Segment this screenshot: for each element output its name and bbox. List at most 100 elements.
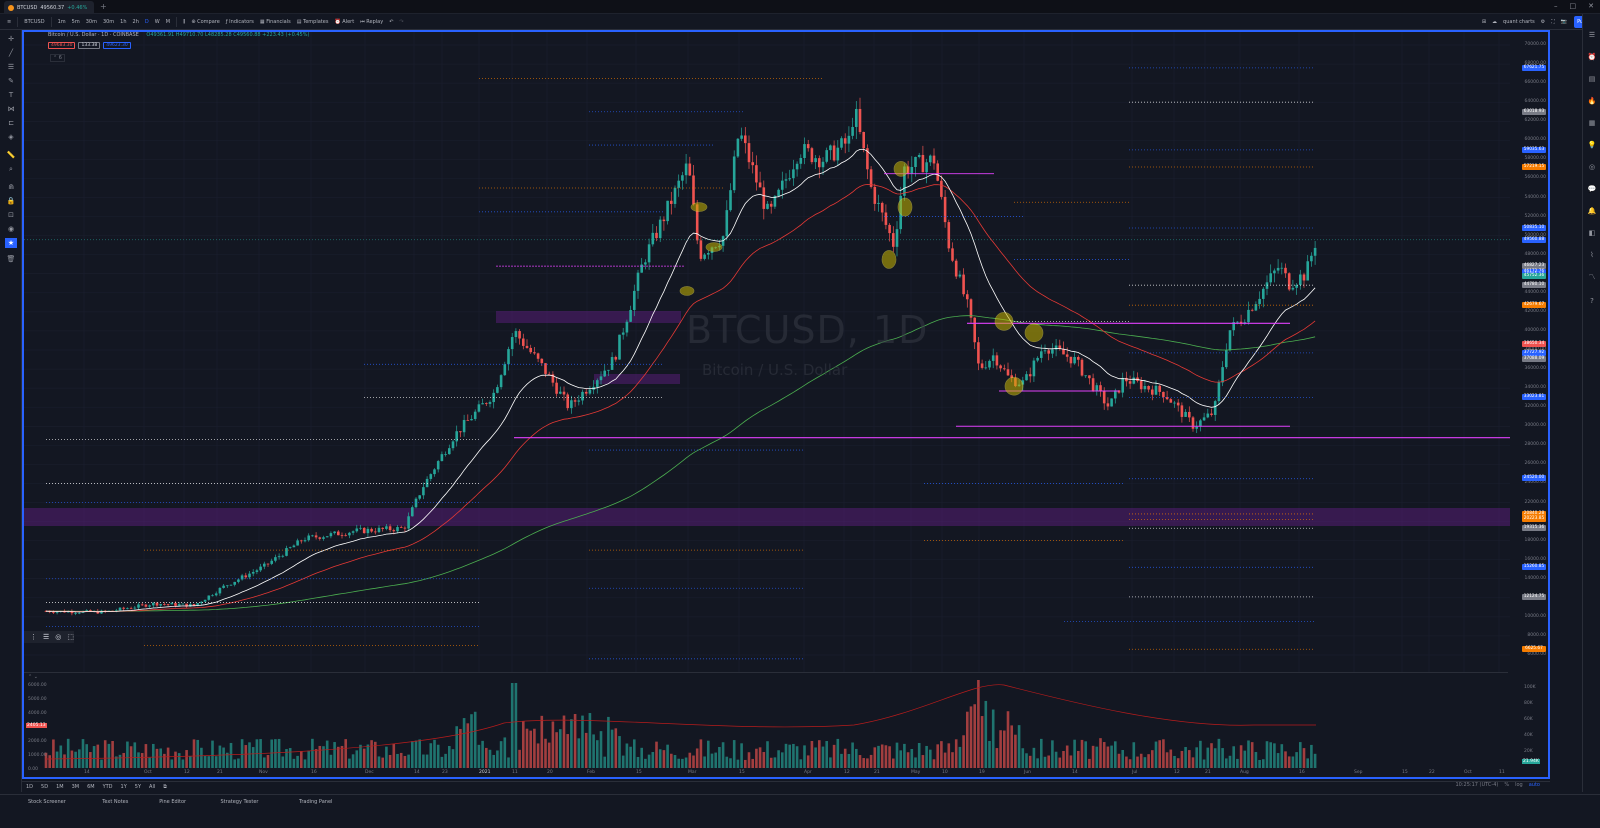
snapshot-icon[interactable]: 📷 xyxy=(1560,18,1567,25)
frame-icon[interactable]: ⬚ xyxy=(67,633,75,641)
eye-icon[interactable]: ◉ xyxy=(7,225,15,233)
replay-button[interactable]: ⏮ Replay xyxy=(360,18,384,25)
volume-ma-line xyxy=(45,684,1316,760)
minimize-icon[interactable]: – xyxy=(1554,2,1558,10)
indicators-button[interactable]: ƒ Indicators xyxy=(225,18,254,25)
log-toggle[interactable]: log xyxy=(1515,782,1523,788)
percent-toggle[interactable]: % xyxy=(1504,782,1510,788)
candle-body xyxy=(1273,270,1276,274)
notifications-icon[interactable]: 🔔 xyxy=(1587,207,1597,215)
range-YTD[interactable]: YTD xyxy=(102,784,113,790)
legend-title: Bitcoin / U.S. Dollar · 1D · COINBASE xyxy=(48,32,139,38)
range-6M[interactable]: 6M xyxy=(87,784,95,790)
chart-tab[interactable]: BTCUSD 49560.37 +0.46% xyxy=(4,1,94,14)
horizontal-lines-icon[interactable]: ☰ xyxy=(7,63,15,71)
range-All[interactable]: All xyxy=(149,784,156,790)
interval-30m[interactable]: 30m xyxy=(102,18,115,25)
alerts-icon[interactable]: ⏰ xyxy=(1587,53,1597,61)
undo-icon[interactable]: ↶ xyxy=(389,18,394,25)
order-panel-icon[interactable]: ◧ xyxy=(1588,229,1596,237)
hotlist-icon[interactable]: 🔥 xyxy=(1587,97,1597,105)
auto-toggle[interactable]: auto xyxy=(1528,782,1540,788)
time-label: Oct xyxy=(1464,770,1472,775)
candle-body xyxy=(1169,399,1173,403)
symbol-search[interactable]: BTCUSD xyxy=(24,18,45,25)
drag-handle-icon[interactable]: ⋮ xyxy=(30,633,37,641)
goto-date-icon[interactable]: ⧉ xyxy=(163,784,167,790)
interval-W[interactable]: W xyxy=(154,18,160,25)
clock-time[interactable]: 10:25:17 (UTC-4) xyxy=(1455,782,1499,788)
new-tab-plus-icon[interactable]: + xyxy=(100,2,107,11)
chart-pane[interactable] xyxy=(22,30,1550,779)
signal-icon[interactable]: 〽 xyxy=(1588,273,1596,281)
range-1M[interactable]: 1M xyxy=(56,784,64,790)
volume-bar xyxy=(222,747,225,768)
interval-1h[interactable]: 1h xyxy=(120,18,127,25)
fullscreen-icon[interactable]: ⛶ xyxy=(1551,18,1555,25)
cloud-icon[interactable]: ☁ xyxy=(1492,18,1498,25)
range-3M[interactable]: 3M xyxy=(71,784,80,790)
maximize-icon[interactable]: □ xyxy=(1569,2,1577,10)
text-icon[interactable]: T xyxy=(8,91,14,99)
chart-type-candles-icon[interactable]: ⫼ xyxy=(183,18,186,25)
magnet-icon[interactable]: ⋒ xyxy=(8,183,14,191)
layout-name[interactable]: quant charts xyxy=(1503,18,1535,25)
ruler-icon[interactable]: 📏 xyxy=(6,151,16,159)
trendline-icon[interactable]: ╱ xyxy=(8,49,14,57)
brush-icon[interactable]: ✎ xyxy=(8,77,14,85)
layout-grid-icon[interactable]: ⊞ xyxy=(1481,18,1487,25)
bottom-tab[interactable]: Text Notes xyxy=(102,799,129,805)
price-axis[interactable]: 70000.00 68000.00 66000.00 64000.00 62000.00… xyxy=(1510,32,1548,777)
interval-D[interactable]: D xyxy=(144,18,149,25)
price-chart[interactable] xyxy=(24,32,1510,777)
streams-icon[interactable]: ◎ xyxy=(1588,163,1596,171)
trash-icon[interactable]: 🗑 xyxy=(6,255,16,263)
time-axis[interactable]: 14 Oct 12 21 Nov 16 Dec 14 23 2021 11 20 Feb 15 Mar 15 A… xyxy=(24,769,1508,777)
dom-icon[interactable]: ⌇ xyxy=(1590,251,1594,259)
zoom-icon[interactable]: ⌕ xyxy=(9,165,13,173)
range-1Y[interactable]: 1Y xyxy=(120,784,127,790)
redo-icon[interactable]: ↷ xyxy=(399,18,404,25)
bottom-tab[interactable]: Trading Panel xyxy=(299,799,333,805)
list-icon[interactable]: ☰ xyxy=(43,633,50,641)
settings-icon[interactable]: ⚙ xyxy=(1540,18,1546,25)
interval-M[interactable]: M xyxy=(165,18,171,25)
candle-body xyxy=(1258,298,1261,305)
collapse-legend-icon[interactable]: ⌃ 6 xyxy=(50,54,65,62)
data-window-icon[interactable]: ▤ xyxy=(1588,75,1596,83)
calendar-icon[interactable]: ▦ xyxy=(1588,119,1596,127)
menu-icon[interactable]: ≡ xyxy=(7,18,12,25)
watchlist-icon[interactable]: ☰ xyxy=(1588,31,1596,39)
eye-icon[interactable]: ◎ xyxy=(55,633,62,641)
compare-button[interactable]: ⊕ Compare xyxy=(191,18,220,25)
ideas-icon[interactable]: 💡 xyxy=(1587,141,1597,149)
help-icon[interactable]: ? xyxy=(1590,297,1594,305)
prediction-icon[interactable]: ⊏ xyxy=(8,119,14,127)
tab-change: +0.46% xyxy=(67,4,88,11)
interval-1m[interactable]: 1m xyxy=(57,18,66,25)
range-5Y[interactable]: 5Y xyxy=(134,784,142,790)
volume-pane[interactable]: 6000.005000.004000.003000.002000.001000.… xyxy=(24,672,1540,772)
shapes-icon[interactable]: ◈ xyxy=(8,133,14,141)
range-5D[interactable]: 5D xyxy=(41,784,49,790)
interval-5m[interactable]: 5m xyxy=(71,18,80,25)
bottom-tab[interactable]: Strategy Tester xyxy=(220,799,259,805)
range-1D[interactable]: 1D xyxy=(26,784,34,790)
crosshair-icon[interactable]: ✛ xyxy=(8,35,14,43)
bottom-tab[interactable]: Stock Screener xyxy=(28,799,66,805)
candle-body xyxy=(892,233,895,247)
alert-button[interactable]: ⏰ Alert xyxy=(334,18,355,25)
financials-button[interactable]: ▦ Financials xyxy=(259,18,291,25)
chat-icon[interactable]: 💬 xyxy=(1587,185,1597,193)
interval-2h[interactable]: 2h xyxy=(132,18,139,25)
candle-body xyxy=(451,441,455,449)
pattern-icon[interactable]: ⋈ xyxy=(7,105,15,113)
close-icon[interactable]: ✕ xyxy=(1588,2,1594,10)
templates-button[interactable]: ▤ Templates xyxy=(296,18,329,25)
lock-icon[interactable]: 🔒 xyxy=(6,197,16,205)
favorites-icon[interactable]: ★ xyxy=(5,238,17,248)
interval-30m[interactable]: 30m xyxy=(85,18,97,25)
bottom-tab[interactable]: Pine Editor xyxy=(159,799,187,805)
lock-drawings-icon[interactable]: ⊡ xyxy=(8,211,14,219)
volume-bar xyxy=(958,746,962,768)
